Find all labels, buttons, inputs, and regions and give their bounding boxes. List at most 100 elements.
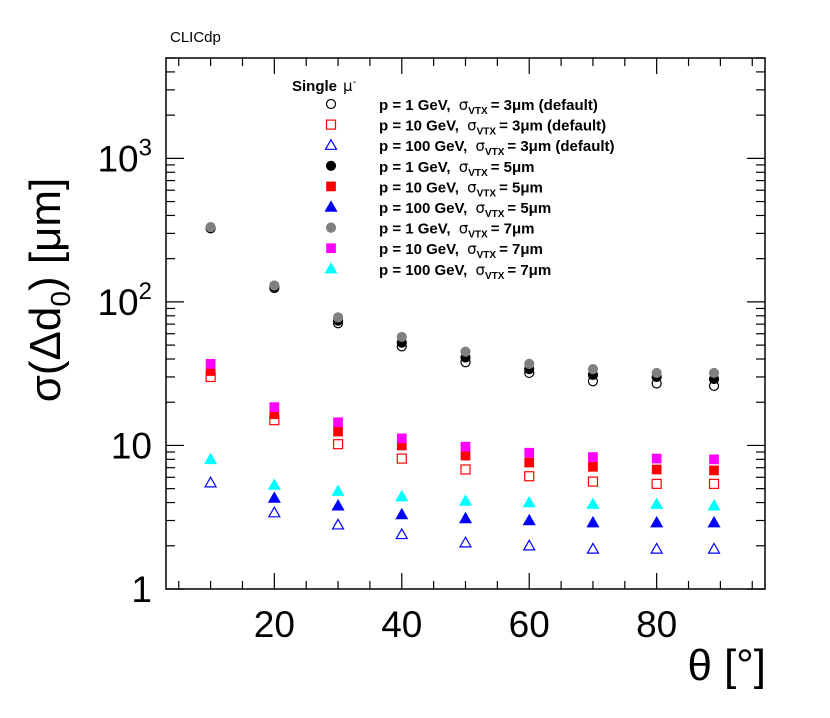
data-point: [332, 312, 344, 323]
data-point: [522, 495, 536, 508]
series-5: [205, 366, 719, 476]
legend-header: Single μ-: [292, 77, 357, 95]
data-point: [524, 457, 535, 468]
legend-marker: [326, 181, 336, 192]
chart-title: CLICdp: [170, 29, 221, 46]
data-point: [709, 454, 719, 465]
legend-entry-label: p = 10 GeV, σVTX = 3μm (default): [379, 117, 606, 138]
data-point: [586, 515, 600, 528]
x-tick-label: 20: [254, 604, 295, 645]
x-axis-label-unit: [°]: [724, 641, 766, 690]
data-point: [650, 497, 664, 509]
legend-marker: [325, 160, 337, 171]
data-point: [460, 464, 471, 475]
series-3: [204, 476, 721, 554]
y-axis-label-suffix: ) [μm]: [21, 178, 70, 291]
data-point: [458, 536, 473, 548]
data-point: [331, 484, 345, 496]
legend-header-charge: -: [353, 77, 357, 88]
data-point: [332, 439, 344, 450]
series-7: [205, 221, 720, 379]
data-point: [707, 515, 721, 528]
data-point: [588, 461, 598, 472]
y-axis-label-subscript: 0: [45, 291, 76, 307]
data-point: [650, 542, 664, 554]
legend-header-particle: μ: [343, 77, 353, 95]
data-point: [651, 478, 662, 489]
legend-marker: [325, 222, 337, 233]
legend-marker: [324, 138, 338, 150]
legend-marker: [325, 119, 337, 130]
legend-entry-label: p = 100 GeV, σVTX = 5μm: [379, 199, 551, 220]
data-point: [395, 527, 409, 540]
legend: Single μ- p = 1 GeV, σVTX = 3μm (default)p…: [292, 77, 615, 282]
x-tick-label: 80: [636, 604, 677, 645]
series-6: [267, 491, 721, 528]
data-point: [586, 542, 600, 554]
data-point: [587, 476, 599, 487]
data-point: [458, 494, 473, 506]
legend-entry-label: p = 100 GeV, σVTX = 3μm (default): [379, 137, 615, 158]
y-axis-label-prefix: σ(Δd: [21, 307, 70, 403]
y-axis: 1 10 102 103: [97, 57, 765, 610]
legend-marker: [326, 243, 336, 254]
data-point: [587, 364, 599, 375]
data-point: [269, 280, 280, 291]
data-point: [524, 358, 535, 369]
data-point: [586, 497, 600, 509]
series-2: [205, 371, 720, 489]
data-point: [331, 499, 345, 511]
legend-entry-label: p = 1 GeV, σVTX = 7μm: [379, 220, 535, 241]
data-point: [460, 346, 471, 357]
data-point: [460, 450, 471, 461]
y-tick-label: 103: [97, 134, 152, 179]
x-tick-label: 60: [509, 604, 550, 645]
x-axis-label-symbol: θ: [687, 641, 711, 690]
data-point: [524, 447, 535, 458]
data-point: [708, 478, 720, 489]
data-point: [650, 515, 664, 528]
x-tick-label: 40: [381, 604, 422, 645]
y-tick-label: 10: [111, 425, 152, 466]
data-point: [708, 367, 720, 379]
data-point: [205, 221, 216, 233]
series-8: [205, 359, 719, 465]
data-point: [396, 331, 407, 343]
legend-marker: [325, 98, 337, 110]
data-point: [396, 453, 407, 464]
data-point: [395, 489, 409, 502]
data-point: [651, 464, 662, 475]
data-point: [396, 433, 407, 444]
data-points: [204, 221, 721, 554]
data-point: [267, 505, 281, 518]
data-point: [267, 491, 281, 503]
y-axis-label: σ(Δd0) [μm]: [21, 178, 76, 403]
series-9: [204, 452, 721, 511]
data-point: [204, 452, 218, 465]
legend-entry-label: p = 100 GeV, σVTX = 7μm: [379, 261, 551, 282]
y-tick-label: 102: [97, 278, 152, 323]
data-point: [588, 452, 598, 462]
y-tick-label: 1: [131, 569, 152, 610]
data-point: [460, 441, 471, 452]
legend-entry-label: p = 10 GeV, σVTX = 7μm: [379, 240, 543, 261]
data-point: [267, 478, 281, 490]
data-point: [522, 539, 536, 551]
data-point: [709, 465, 719, 476]
legend-marker: [324, 200, 338, 212]
data-point: [333, 417, 343, 428]
data-point: [395, 507, 409, 520]
data-point: [707, 542, 721, 554]
data-point: [522, 513, 536, 526]
legend-entry-label: p = 1 GeV, σVTX = 3μm (default): [379, 96, 598, 117]
legend-header-label: Single: [292, 78, 337, 95]
x-axis: 20 40 60 80: [178, 58, 753, 645]
data-point: [651, 367, 662, 379]
data-point: [269, 402, 280, 412]
x-axis-label: θ [°]: [687, 641, 766, 690]
data-point: [524, 471, 535, 482]
legend-entry-label: p = 10 GeV, σVTX = 5μm: [379, 178, 543, 199]
data-point: [458, 511, 473, 524]
